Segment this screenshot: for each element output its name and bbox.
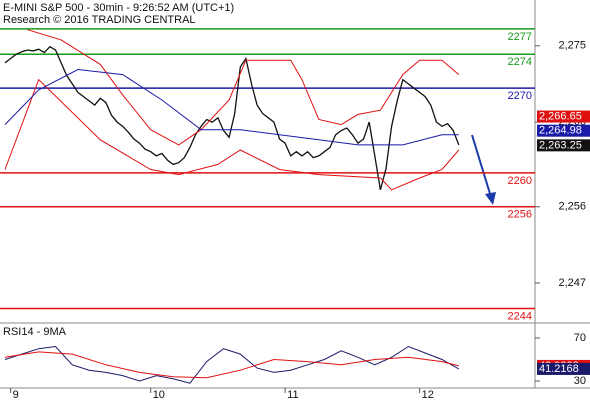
series-line [4,45,460,190]
series-line [27,29,460,146]
level-label: 2256 [508,209,532,221]
y-tick-label: 70 [574,332,586,344]
chart-title: E-MINI S&P 500 - 30min - 9:26:52 AM (UTC… [3,2,234,14]
forecast-arrow [471,134,496,205]
y-tick-label: 2,256 [558,201,586,213]
series-line [4,68,459,146]
rsi-title: RSI14 - 9MA [3,326,67,338]
level-label: 2244 [508,310,532,322]
y-tick-label: 2,247 [558,277,586,289]
price-tag [537,110,590,123]
price-tag-label: 2,266.65 [539,110,582,122]
y-tick-label: 2,275 [558,40,586,52]
series-line [4,78,460,191]
level-label: 2274 [508,56,532,68]
x-tick-label: 10 [153,389,165,400]
series-line [4,345,460,384]
series-line [4,351,459,379]
level-label: 2277 [508,31,532,43]
level-label: 2260 [508,175,532,187]
price-tag [537,124,590,137]
rsi-tag-label: 41.2168 [539,363,579,375]
x-tick-label: 12 [422,389,434,400]
y-tick-label: 30 [574,375,586,387]
chart-subtitle: Research © 2016 TRADING CENTRAL [3,14,196,26]
x-tick-label: 11 [287,389,298,400]
price-tag-label: 2,263.25 [539,139,582,151]
price-tag [537,139,590,152]
price-tag-label: 2,264.98 [539,125,582,137]
x-tick-label: 9 [13,389,19,400]
rsi-tag [537,362,590,375]
level-label: 2270 [508,90,532,102]
